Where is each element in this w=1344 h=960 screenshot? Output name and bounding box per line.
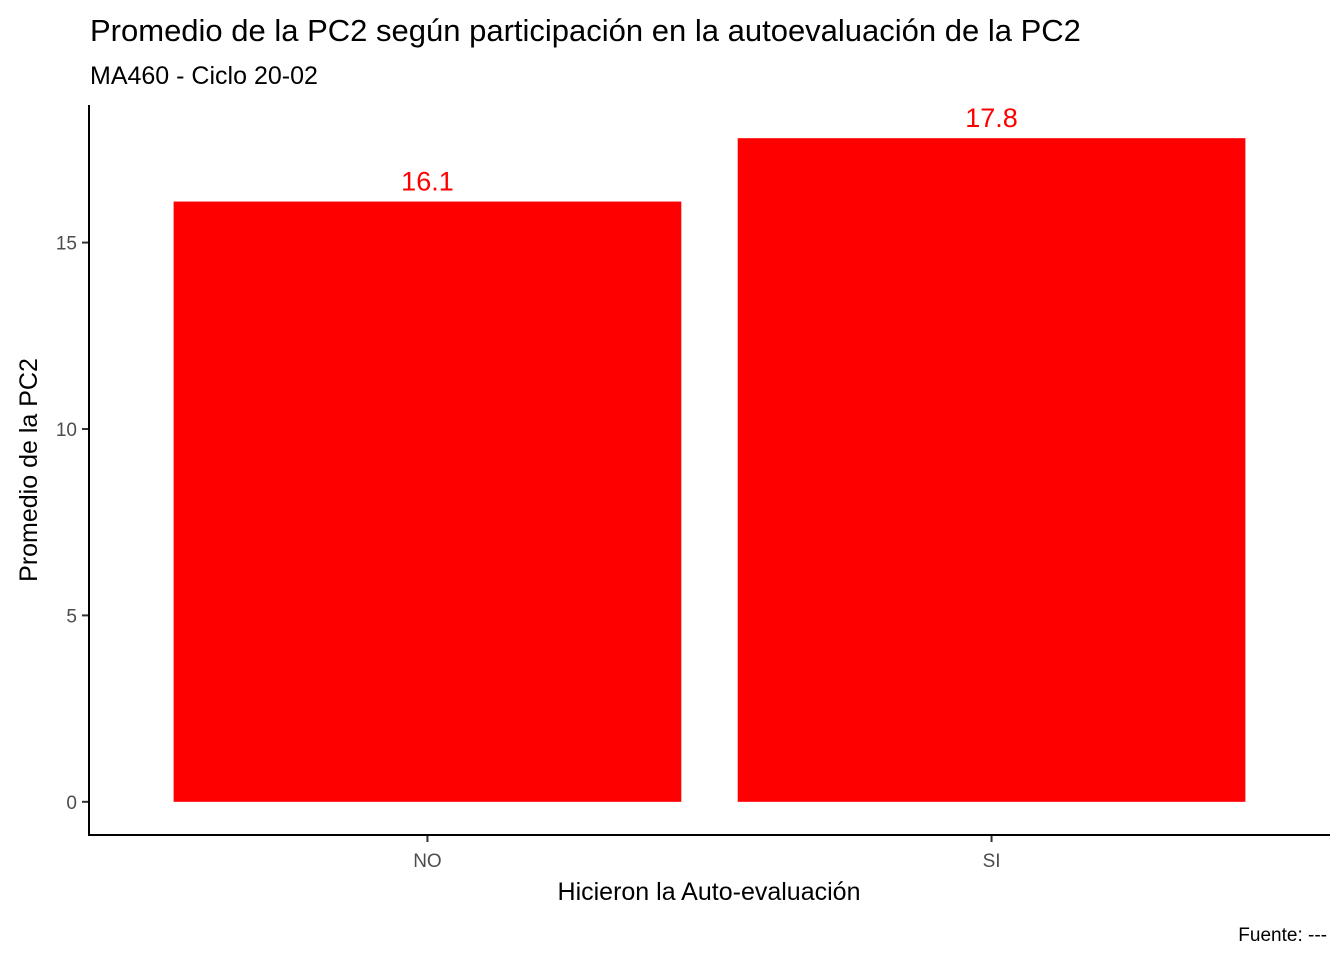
y-tick-label-10: 10 [56,420,77,441]
y-tick-label-5: 5 [66,606,77,627]
data-label-si: 17.8 [965,103,1018,133]
y-tick-label-15: 15 [56,234,77,255]
bar-no [173,201,682,802]
bars-group [173,138,1246,802]
x-axis-title: Hicieron la Auto-evaluación [558,878,861,906]
chart-title: Promedio de la PC2 según participación e… [90,13,1081,48]
x-tick-label-no: NO [413,851,442,872]
y-axis-title: Promedio de la PC2 [15,358,43,582]
data-labels-group: 16.1 17.8 [401,103,1018,196]
chart-subtitle: MA460 - Ciclo 20-02 [90,62,318,90]
x-tick-label-si: SI [983,851,1001,872]
x-axis-ticks: NO SI [413,835,1001,872]
y-axis-ticks: 0 5 10 15 [56,234,89,814]
data-label-no: 16.1 [401,167,454,197]
y-tick-label-0: 0 [66,793,77,814]
chart-caption: Fuente: --- [1238,925,1327,946]
bar-si [737,138,1246,802]
